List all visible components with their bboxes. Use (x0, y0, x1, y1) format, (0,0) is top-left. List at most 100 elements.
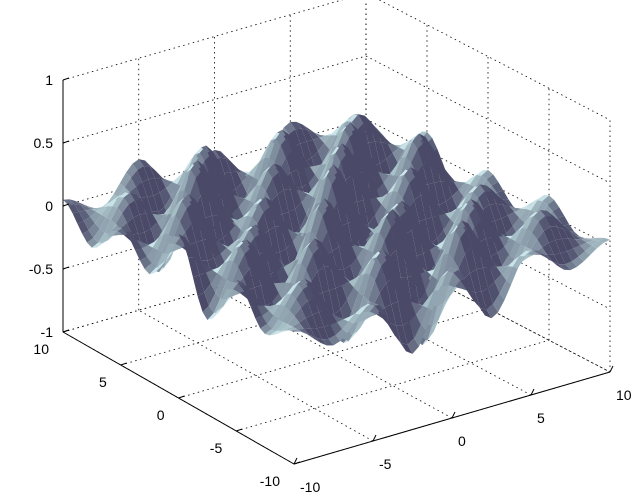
surface-patch (128, 200, 140, 218)
surface-patch (290, 121, 302, 130)
surface-patch (443, 285, 456, 303)
surface-patch (213, 253, 226, 273)
surface-patch (156, 171, 168, 181)
surface-patch (178, 234, 190, 245)
surface-patch (483, 267, 495, 288)
z-tick-label: -1 (41, 324, 54, 340)
surface-patch (593, 237, 605, 241)
surface-patch (322, 290, 334, 315)
surface-patch (286, 283, 298, 295)
surface-patch (319, 135, 331, 144)
surface-patch (347, 153, 359, 177)
surface-patch (567, 248, 579, 262)
y-tick (293, 461, 301, 465)
surface-patch (363, 198, 375, 224)
surface-patch (358, 311, 370, 323)
surface-patch (117, 197, 129, 214)
surface-patch (110, 207, 123, 224)
surface-patch (543, 226, 556, 243)
surface-patch (501, 215, 513, 234)
surface-patch (487, 221, 499, 238)
surface-patch (427, 319, 439, 341)
surface-patch (470, 269, 482, 293)
surface-patch (507, 212, 520, 227)
surface-patch (572, 256, 584, 267)
surface-patch (96, 206, 108, 215)
surface-patch (301, 194, 313, 215)
surface-patch (314, 297, 326, 312)
surface-patch (437, 285, 449, 306)
surface-patch (540, 210, 552, 217)
surface-patch (365, 257, 377, 275)
surface-patch (445, 208, 457, 220)
surface-patch (118, 192, 130, 198)
surface-patch (112, 197, 124, 208)
surface-patch (218, 215, 230, 238)
surface-patch (107, 197, 119, 207)
surface-patch (72, 211, 84, 224)
surface-patch (558, 264, 571, 271)
surface-patch (135, 248, 147, 261)
surface-patch (387, 143, 399, 153)
surface-patch (392, 209, 405, 227)
surface-patch (465, 246, 477, 274)
surface-patch (335, 143, 347, 162)
surface-patch (427, 290, 439, 311)
surface-patch (135, 182, 148, 198)
surface-patch (219, 200, 232, 218)
surface-patch (63, 199, 75, 205)
surface-patch (366, 151, 379, 172)
surface-patch (234, 292, 247, 298)
surface-patch (578, 251, 591, 262)
surface-patch (460, 279, 472, 293)
surface-patch (475, 206, 488, 222)
x-tick (609, 365, 614, 373)
surface-patch (179, 169, 191, 191)
surface-patch (117, 228, 129, 236)
surface-patch (210, 273, 222, 293)
surface-patch (363, 274, 375, 300)
surface-patch (515, 228, 528, 245)
surface-patch (126, 163, 138, 178)
surface-patch (192, 275, 205, 297)
surface-patch (285, 173, 297, 190)
surface-patch (146, 247, 158, 263)
surface-patch (576, 236, 589, 240)
surface-patch (296, 289, 308, 308)
surface-patch (464, 199, 476, 215)
surface-patch (307, 130, 320, 140)
surface-patch (504, 238, 516, 255)
surface-patch (318, 143, 330, 163)
surface-patch (228, 183, 240, 197)
surface-patch (376, 313, 388, 325)
surface-patch (424, 142, 436, 162)
surface-patch (425, 275, 437, 305)
surface-patch (458, 183, 470, 197)
surface-patch (132, 159, 144, 171)
surface-patch (348, 313, 360, 324)
surface-patch (414, 273, 426, 303)
surface-patch (78, 210, 91, 221)
surface-patch (301, 246, 313, 270)
surface-patch (340, 226, 352, 246)
surface-patch (565, 261, 578, 271)
surface-patch (238, 230, 250, 242)
surface-patch (420, 323, 433, 341)
surface-patch (473, 184, 485, 198)
surface-patch (483, 204, 495, 223)
surface-patch (547, 254, 559, 265)
surface-patch (460, 229, 472, 254)
surface-patch (224, 172, 236, 193)
surface-patch (106, 230, 118, 238)
surface-patch (255, 315, 267, 329)
surface-patch (253, 157, 265, 180)
surface-patch (107, 194, 119, 204)
surface-patch (349, 131, 361, 154)
surface-patch (278, 282, 290, 302)
surface-patch (532, 221, 544, 240)
surface-patch (440, 181, 453, 202)
x-tick (451, 411, 456, 419)
surface-patch (164, 215, 176, 235)
surface-patch (373, 232, 385, 258)
surface-patch (243, 166, 255, 175)
